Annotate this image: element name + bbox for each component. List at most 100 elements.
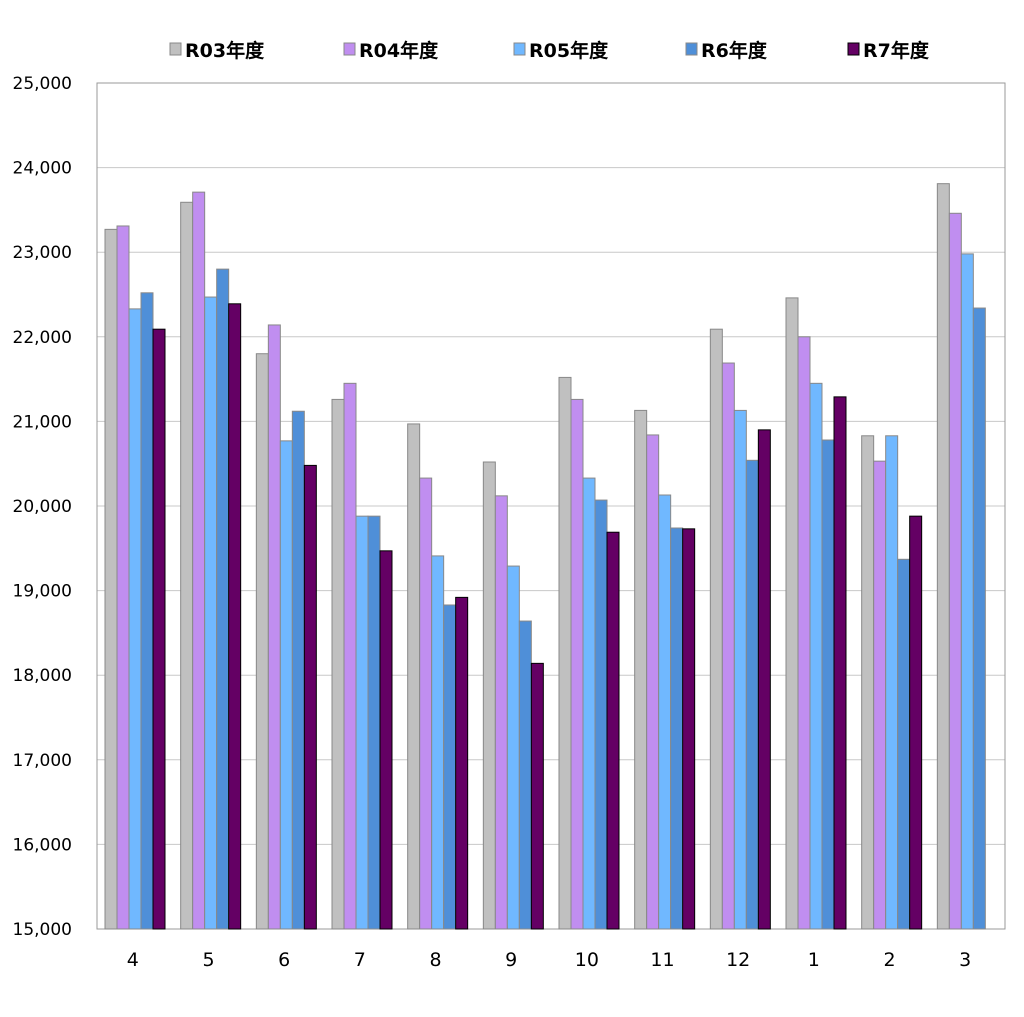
- bar-R7年度-2: [909, 515, 923, 930]
- legend-item: R6年度: [685, 39, 768, 62]
- bar-R04年度-4: [116, 225, 130, 930]
- y-tick-label: 23,000: [13, 243, 72, 263]
- bar-R7年度-8: [455, 596, 469, 930]
- bar-R6年度-3: [972, 307, 986, 930]
- y-tick-label: 17,000: [13, 751, 72, 771]
- bar-R05年度-8: [431, 555, 445, 930]
- bar-R03年度-1: [785, 297, 799, 930]
- x-tick-label: 12: [726, 949, 750, 971]
- legend-item: R03年度: [169, 39, 265, 62]
- bar-R7年度-12: [757, 429, 771, 930]
- x-tick-label: 4: [127, 949, 139, 971]
- bar-R05年度-11: [658, 494, 672, 930]
- legend-label: R7年度: [863, 39, 930, 62]
- bar-R6年度-2: [897, 558, 911, 930]
- legend-label: R03年度: [185, 39, 265, 62]
- bar-R03年度-10: [558, 376, 572, 930]
- bar-R05年度-4: [128, 308, 142, 930]
- bar-R03年度-3: [936, 183, 950, 930]
- bar-R6年度-7: [367, 515, 381, 930]
- bar-R7年度-7: [379, 550, 393, 930]
- bar-R6年度-9: [518, 620, 532, 930]
- bar-R7年度-10: [606, 531, 620, 930]
- legend-item: R05年度: [513, 39, 609, 62]
- bar-R04年度-1: [797, 336, 811, 930]
- x-tick-label: 9: [505, 949, 517, 971]
- y-tick-label: 22,000: [13, 328, 72, 348]
- legend-swatch: [513, 42, 526, 56]
- legend-swatch: [685, 42, 698, 56]
- bar-R05年度-1: [809, 382, 823, 930]
- y-tick-label: 20,000: [13, 497, 72, 517]
- legend-label: R04年度: [359, 39, 439, 62]
- bar-R7年度-11: [682, 528, 696, 930]
- y-tick-label: 16,000: [13, 835, 72, 855]
- bar-R7年度-5: [228, 303, 242, 930]
- x-tick-label: 1: [808, 949, 820, 971]
- x-axis-ticks: 4 5 6 7 8 9 10 11 12 1 2 3: [127, 949, 971, 971]
- bars: [104, 183, 986, 930]
- legend: R03年度 R04年度 R05年度 R6年度 R7年度: [169, 39, 930, 62]
- bar-R05年度-10: [582, 477, 596, 930]
- x-tick-label: 11: [650, 949, 674, 971]
- x-tick-label: 10: [575, 949, 599, 971]
- bar-R05年度-12: [733, 409, 747, 930]
- legend-swatch: [847, 42, 860, 56]
- bar-R05年度-7: [355, 515, 369, 930]
- bar-R03年度-2: [861, 435, 875, 930]
- legend-item: R7年度: [847, 39, 930, 62]
- bar-R04年度-10: [570, 398, 584, 930]
- legend-item: R04年度: [343, 39, 439, 62]
- x-tick-label: 2: [883, 949, 895, 971]
- bar-R7年度-1: [833, 396, 847, 930]
- bar-R04年度-12: [721, 362, 735, 930]
- bar-R04年度-7: [343, 382, 357, 930]
- x-tick-label: 6: [278, 949, 290, 971]
- bar-R7年度-4: [152, 328, 166, 930]
- bar-R6年度-6: [291, 410, 305, 930]
- gridlines: [97, 167, 1005, 845]
- x-tick-label: 8: [429, 949, 441, 971]
- y-tick-label: 21,000: [13, 412, 72, 432]
- bar-R05年度-6: [279, 440, 293, 930]
- bar-R6年度-10: [594, 499, 608, 930]
- x-tick-label: 5: [202, 949, 214, 971]
- bar-R7年度-6: [303, 464, 317, 930]
- bar-R03年度-5: [180, 201, 194, 930]
- bar-R03年度-6: [255, 353, 269, 930]
- bar-R04年度-8: [419, 477, 433, 930]
- bar-R6年度-5: [216, 268, 230, 930]
- y-tick-label: 15,000: [13, 920, 72, 940]
- bar-R6年度-8: [443, 604, 457, 930]
- y-tick-label: 25,000: [13, 74, 72, 94]
- y-tick-label: 24,000: [13, 159, 72, 179]
- bar-R03年度-8: [407, 423, 421, 930]
- bar-R03年度-7: [331, 398, 345, 930]
- legend-label: R05年度: [529, 39, 609, 62]
- bar-R6年度-4: [140, 292, 154, 930]
- bar-R6年度-1: [821, 439, 835, 930]
- bar-R6年度-11: [670, 527, 684, 930]
- bar-R7年度-9: [530, 662, 544, 930]
- y-axis-ticks: 15,000 16,000 17,000 18,000 19,000 20,000 21,0…: [13, 74, 72, 940]
- bar-R03年度-9: [482, 461, 496, 930]
- bar-R05年度-3: [960, 253, 974, 930]
- legend-label: R6年度: [701, 39, 768, 62]
- bar-R04年度-9: [494, 495, 508, 930]
- bar-R05年度-9: [506, 565, 520, 930]
- bar-R03年度-12: [709, 328, 723, 930]
- bar-R03年度-4: [104, 228, 118, 930]
- bar-R6年度-12: [745, 459, 759, 930]
- bar-R04年度-5: [192, 191, 206, 930]
- bar-R04年度-3: [948, 212, 962, 930]
- bar-R04年度-2: [873, 460, 887, 930]
- bar-R05年度-2: [885, 435, 899, 930]
- plot-area-border: [96, 82, 1006, 930]
- bar-R03年度-11: [634, 409, 648, 930]
- bar-R04年度-6: [267, 324, 281, 930]
- legend-swatch: [169, 42, 182, 56]
- x-tick-label: 3: [959, 949, 971, 971]
- legend-swatch: [343, 42, 356, 56]
- x-tick-label: 7: [354, 949, 366, 971]
